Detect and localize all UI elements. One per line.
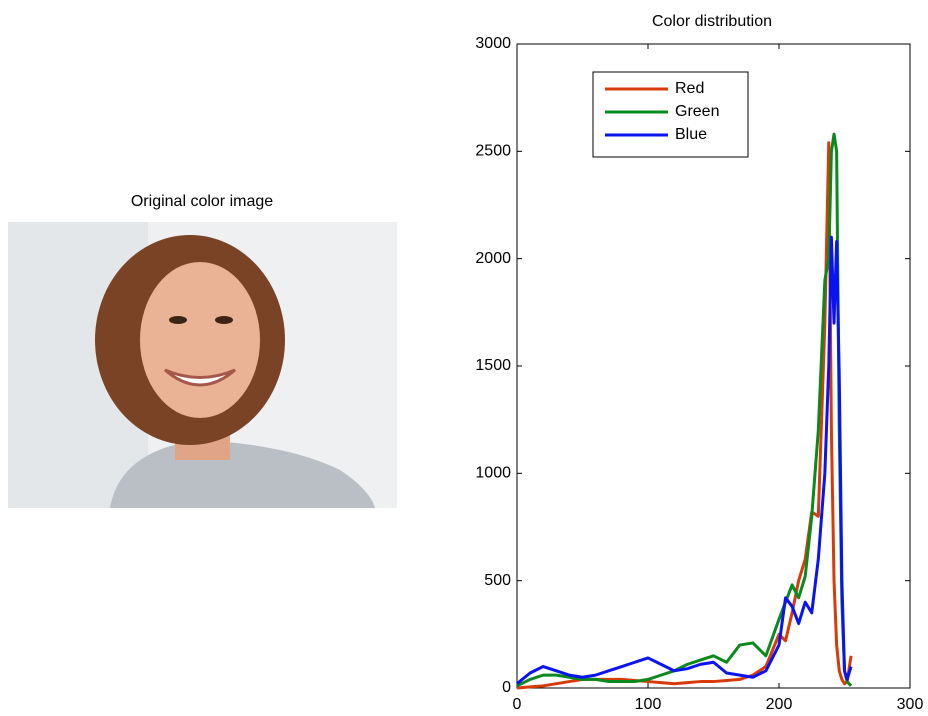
legend-label: Blue bbox=[675, 126, 707, 143]
photo bbox=[8, 222, 397, 508]
legend-label: Red bbox=[675, 80, 704, 97]
y-tick-label: 3000 bbox=[475, 35, 511, 52]
y-tick-label: 2000 bbox=[475, 250, 511, 267]
legend-box bbox=[593, 72, 748, 157]
y-tick-label: 1000 bbox=[475, 465, 511, 482]
y-tick-label: 1500 bbox=[475, 357, 511, 374]
image-title: Original color image bbox=[131, 193, 273, 210]
y-tick-label: 2500 bbox=[475, 143, 511, 160]
line-series bbox=[517, 237, 851, 684]
figure: Original color image Color distribution … bbox=[0, 0, 928, 716]
line-series bbox=[517, 134, 851, 686]
legend-label: Green bbox=[675, 103, 719, 120]
y-tick-label: 0 bbox=[502, 679, 511, 696]
x-tick-label: 200 bbox=[766, 696, 793, 713]
chart-title: Color distribution bbox=[652, 13, 772, 30]
x-tick-label: 0 bbox=[513, 696, 522, 713]
line-series bbox=[517, 143, 851, 688]
x-tick-label: 300 bbox=[897, 696, 924, 713]
x-tick-label: 100 bbox=[635, 696, 662, 713]
y-tick-label: 500 bbox=[484, 572, 511, 589]
